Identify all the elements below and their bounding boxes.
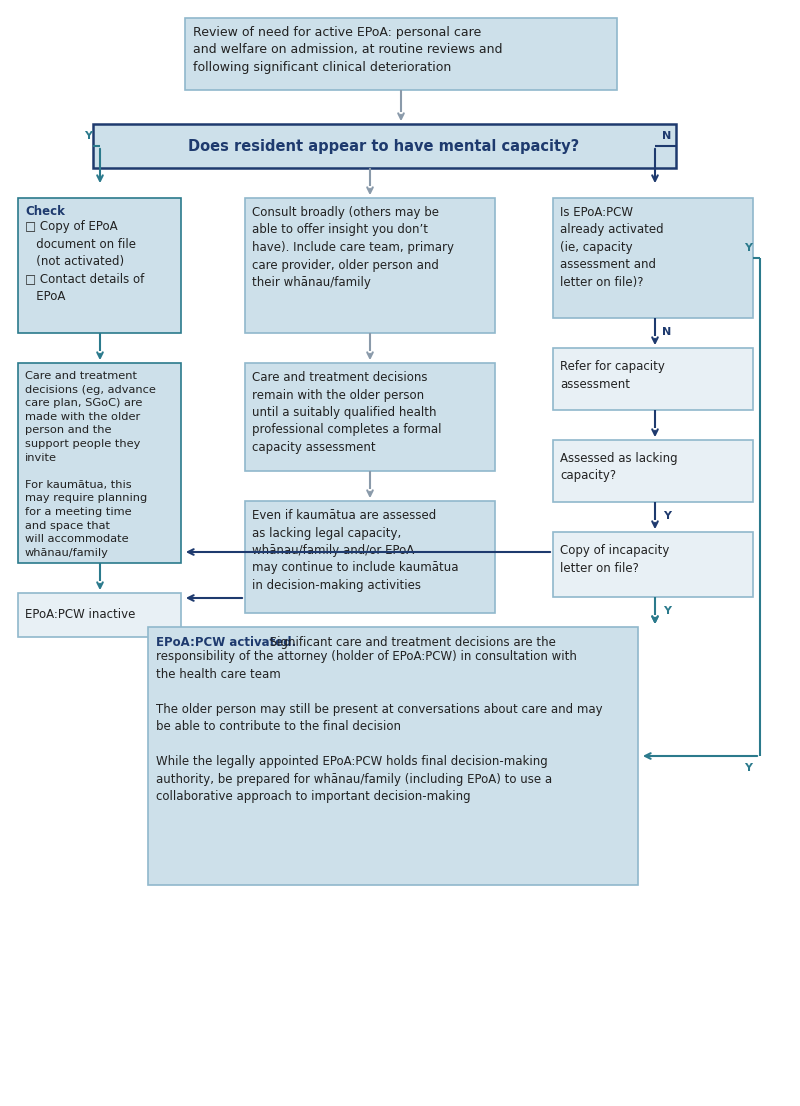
Text: Does resident appear to have mental capacity?: Does resident appear to have mental capa… [188, 138, 580, 154]
Text: Check: Check [25, 205, 65, 218]
Text: Is EPoA:PCW
already activated
(ie, capacity
assessment and
letter on file)?: Is EPoA:PCW already activated (ie, capac… [560, 206, 664, 289]
Text: Refer for capacity
assessment: Refer for capacity assessment [560, 359, 665, 390]
Text: Assessed as lacking
capacity?: Assessed as lacking capacity? [560, 452, 678, 482]
Text: Even if kaumātua are assessed
as lacking legal capacity,
whānau/family and/or EP: Even if kaumātua are assessed as lacking… [252, 509, 458, 592]
Bar [553, 440, 753, 502]
Text: Y: Y [663, 511, 671, 521]
Bar [553, 348, 753, 410]
Bar [185, 18, 617, 90]
Bar [18, 363, 181, 563]
Text: EPoA:PCW activated.: EPoA:PCW activated. [156, 636, 296, 649]
Text: Y: Y [84, 131, 92, 140]
Text: Consult broadly (others may be
able to offer insight you don’t
have). Include ca: Consult broadly (others may be able to o… [252, 206, 454, 289]
Text: Y: Y [744, 763, 752, 773]
Text: responsibility of the attorney (holder of EPoA:PCW) in consultation with
the hea: responsibility of the attorney (holder o… [156, 650, 602, 803]
Text: Y: Y [744, 243, 752, 253]
Text: Copy of incapacity
letter on file?: Copy of incapacity letter on file? [560, 544, 670, 574]
Bar [245, 501, 495, 613]
Text: Y: Y [663, 606, 671, 616]
Text: Care and treatment decisions
remain with the older person
until a suitably quali: Care and treatment decisions remain with… [252, 371, 442, 453]
Bar [553, 198, 753, 319]
Bar [93, 124, 676, 168]
Text: Significant care and treatment decisions are the: Significant care and treatment decisions… [266, 636, 556, 649]
Bar [553, 532, 753, 597]
Text: EPoA:PCW inactive: EPoA:PCW inactive [25, 608, 135, 622]
Text: N: N [662, 327, 672, 337]
Text: Review of need for active EPoA: personal care
and welfare on admission, at routi: Review of need for active EPoA: personal… [193, 27, 502, 74]
Text: Care and treatment
decisions (eg, advance
care plan, SGoC) are
made with the old: Care and treatment decisions (eg, advanc… [25, 371, 156, 557]
Bar [148, 627, 638, 885]
Text: N: N [662, 131, 672, 140]
Bar [245, 363, 495, 471]
Bar [18, 593, 181, 637]
Bar [245, 198, 495, 333]
Text: □ Copy of EPoA
   document on file
   (not activated)
□ Contact details of
   EP: □ Copy of EPoA document on file (not act… [25, 220, 144, 303]
Bar [18, 198, 181, 333]
